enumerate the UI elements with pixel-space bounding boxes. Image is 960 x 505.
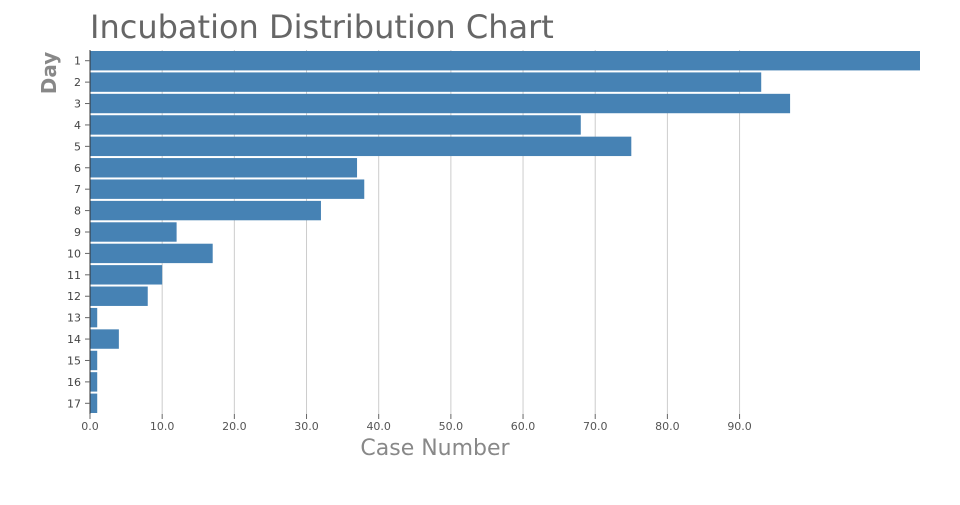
x-tick-label: 10.0 bbox=[150, 420, 175, 433]
y-tick-label: 11 bbox=[67, 269, 81, 282]
y-tick-label: 16 bbox=[67, 376, 81, 389]
y-tick-label: 3 bbox=[74, 98, 81, 111]
x-axis-ticks: 0.0 10.0 20.0 30.0 40.0 50.0 60.0 70.0 80.0 90.0 bbox=[81, 414, 752, 433]
y-tick-label: 6 bbox=[74, 162, 81, 175]
bar-day-12 bbox=[90, 286, 148, 306]
y-tick-label: 7 bbox=[74, 183, 81, 196]
bar-day-3 bbox=[90, 93, 791, 114]
x-axis-label: Case Number bbox=[360, 436, 510, 461]
bar-day-10 bbox=[90, 243, 213, 264]
y-tick-label: 13 bbox=[67, 312, 81, 325]
y-tick-label: 15 bbox=[67, 354, 81, 367]
bar-day-13 bbox=[90, 307, 98, 328]
bars bbox=[90, 51, 920, 413]
y-tick-label: 10 bbox=[67, 247, 81, 260]
chart-title: Incubation Distribution Chart bbox=[90, 8, 554, 46]
y-tick-label: 4 bbox=[74, 119, 81, 132]
y-tick-label: 17 bbox=[67, 397, 81, 410]
x-tick-label: 90.0 bbox=[727, 420, 752, 433]
y-tick-label: 1 bbox=[74, 55, 81, 68]
bar-day-7 bbox=[90, 179, 365, 199]
y-tick-label: 9 bbox=[74, 226, 81, 239]
x-tick-label: 80.0 bbox=[655, 420, 680, 433]
bar-day-5 bbox=[90, 136, 632, 157]
bar-day-14 bbox=[90, 329, 119, 349]
x-tick-label: 40.0 bbox=[366, 420, 391, 433]
y-tick-label: 8 bbox=[74, 205, 81, 218]
bar-day-1 bbox=[90, 51, 920, 71]
y-tick-label: 12 bbox=[67, 290, 81, 303]
bar-day-9 bbox=[90, 222, 177, 242]
y-tick-label: 14 bbox=[67, 333, 81, 346]
bar-day-8 bbox=[90, 200, 321, 221]
x-tick-label: 60.0 bbox=[511, 420, 536, 433]
x-tick-label: 30.0 bbox=[294, 420, 319, 433]
bar-day-4 bbox=[90, 115, 581, 135]
bar-day-11 bbox=[90, 265, 163, 285]
bar-day-16 bbox=[90, 372, 98, 392]
x-tick-label: 50.0 bbox=[439, 420, 464, 433]
bar-day-6 bbox=[90, 158, 358, 178]
y-axis-label: Day bbox=[37, 52, 61, 95]
bar-day-15 bbox=[90, 350, 98, 371]
x-tick-label: 70.0 bbox=[583, 420, 608, 433]
x-tick-label: 20.0 bbox=[222, 420, 247, 433]
x-tick-label: 0.0 bbox=[81, 420, 99, 433]
bar-day-17 bbox=[90, 393, 98, 413]
y-tick-label: 5 bbox=[74, 140, 81, 153]
bar-day-2 bbox=[90, 72, 762, 92]
y-tick-label: 2 bbox=[74, 76, 81, 89]
